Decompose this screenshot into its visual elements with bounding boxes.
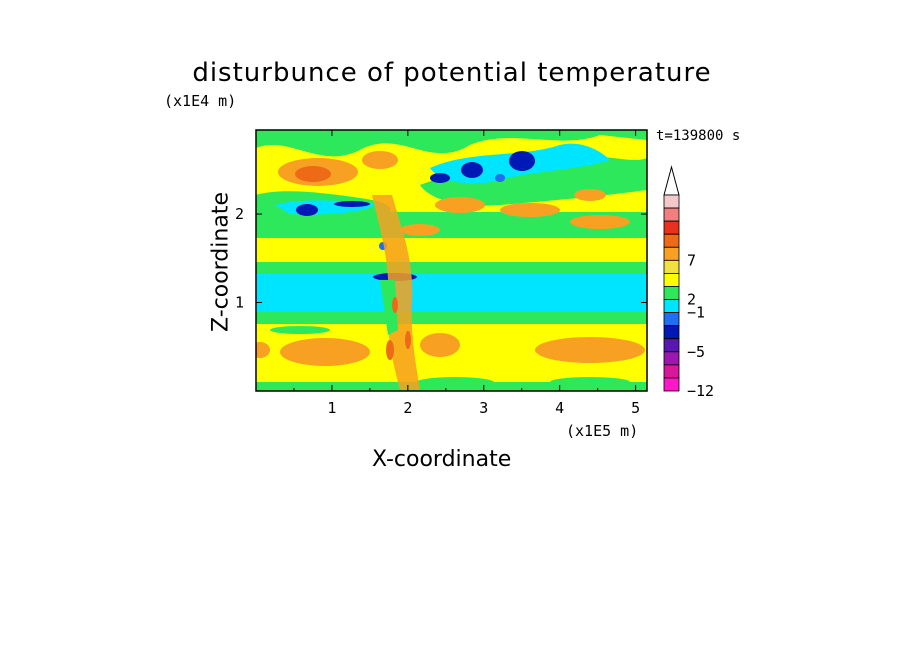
- band-cyan: [256, 274, 647, 314]
- y-tick-label: 1: [235, 294, 244, 312]
- x-tick-label: 3: [479, 399, 488, 417]
- contour-orange-upper-5: [570, 215, 630, 229]
- contour-red-column-2: [405, 331, 411, 349]
- colorbar-swatch: [663, 207, 680, 222]
- band-green-mid: [256, 262, 647, 276]
- contour-orange-upper-4: [500, 203, 560, 217]
- colorbar-tick-label: −12: [687, 382, 714, 400]
- colorbar-tick-label: 7: [687, 251, 696, 269]
- colorbar-swatch: [663, 272, 680, 287]
- colorbar-swatch: [663, 364, 680, 379]
- colorbar-swatch: [663, 259, 680, 274]
- x-tick-label: 5: [631, 399, 640, 417]
- colorbar-tick-label: −5: [687, 343, 705, 361]
- contour-orange-lower-2: [420, 333, 460, 357]
- colorbar-swatch: [663, 194, 680, 209]
- contour-blue-6: [495, 174, 505, 182]
- contour-green-top: [256, 130, 647, 157]
- contour-orange-lower-3: [535, 337, 645, 363]
- colorbar: 7 2−1 −5 −12: [663, 165, 714, 400]
- contour-blue-3: [430, 173, 450, 183]
- colorbar-swatch: [663, 220, 680, 235]
- y-tick-label: 2: [235, 205, 244, 223]
- contour-red-column-1: [386, 340, 394, 360]
- x-tick-label: 1: [327, 399, 336, 417]
- colorbar-tick-label: −1: [687, 304, 705, 322]
- colorbar-tick-label: 2: [687, 291, 696, 309]
- contour-green-lower-2: [550, 377, 630, 387]
- contour-blue-5: [509, 151, 535, 171]
- contour-orange-upper-7: [574, 189, 606, 201]
- contour-green-lower-3: [270, 326, 330, 334]
- colorbar-swatch: [663, 246, 680, 261]
- contour-orange-upper-2: [362, 151, 398, 169]
- contour-orange-upper-3: [435, 197, 485, 213]
- band-green-low: [256, 312, 647, 326]
- colorbar-swatch: [663, 338, 680, 353]
- contour-orange-upper-6: [400, 224, 440, 236]
- y-axis-scale-label: (x1E4 m): [164, 92, 237, 110]
- y-ticks: 12: [235, 205, 647, 312]
- colorbar-swatch: [663, 299, 680, 313]
- x-axis-label: X-coordinate: [372, 447, 512, 472]
- contour-red-upper-1: [295, 166, 331, 182]
- contour-blue-1: [296, 204, 318, 216]
- band-yellow-mid: [256, 238, 647, 264]
- contour-orange-lower-1: [280, 338, 370, 366]
- colorbar-swatch: [663, 312, 680, 327]
- colorbar-swatch: [663, 325, 680, 340]
- colorbar-swatch: [663, 377, 680, 392]
- contour-green-lower-1: [415, 377, 495, 389]
- time-label: t=139800 s: [656, 128, 741, 144]
- x-axis-scale-label: (x1E5 m): [566, 422, 639, 440]
- colorbar-swatch: [663, 286, 680, 300]
- contour-blue-2: [334, 201, 370, 207]
- x-tick-label: 2: [403, 399, 412, 417]
- colorbar-swatch: [663, 233, 680, 248]
- contour-disturbance-cyan: [380, 280, 398, 335]
- contour-red-column-3: [392, 297, 398, 313]
- plot-area: [256, 130, 647, 391]
- contour-blue-4: [461, 162, 483, 178]
- contour-orange-lower-4: [256, 342, 270, 358]
- x-tick-label: 4: [555, 399, 564, 417]
- plot-frame: [255, 129, 648, 392]
- colorbar-swatch: [663, 351, 680, 366]
- x-ticks: 1 2 3 4 5: [293, 130, 640, 417]
- colorbar-overflow-triangle: [663, 165, 680, 196]
- chart-title: disturbunce of potential temperature: [192, 58, 712, 88]
